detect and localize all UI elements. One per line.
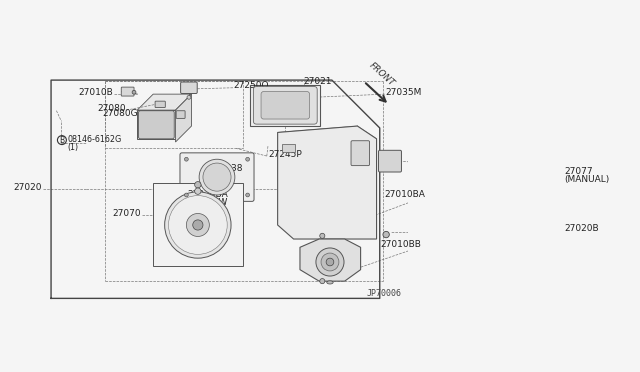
Text: 27020W: 27020W	[191, 198, 228, 207]
Circle shape	[168, 196, 227, 254]
Bar	[250, 84, 321, 126]
Circle shape	[246, 157, 250, 161]
Polygon shape	[300, 239, 360, 281]
Circle shape	[321, 253, 339, 271]
Circle shape	[186, 214, 209, 237]
Text: 27250Q: 27250Q	[234, 81, 269, 90]
FancyBboxPatch shape	[351, 141, 369, 166]
Circle shape	[199, 159, 235, 195]
Circle shape	[132, 90, 136, 94]
FancyBboxPatch shape	[155, 101, 165, 108]
Text: FRONT: FRONT	[367, 61, 396, 88]
Circle shape	[195, 188, 201, 194]
Polygon shape	[137, 110, 175, 139]
Text: 27080G: 27080G	[102, 109, 138, 118]
FancyBboxPatch shape	[121, 87, 134, 96]
Circle shape	[326, 258, 334, 266]
Text: 27070: 27070	[113, 209, 141, 218]
Polygon shape	[137, 94, 191, 110]
Text: 27077: 27077	[564, 167, 593, 176]
Text: 27238: 27238	[214, 164, 243, 173]
Ellipse shape	[327, 281, 333, 284]
Circle shape	[203, 163, 231, 191]
FancyBboxPatch shape	[253, 86, 317, 124]
Bar	[153, 183, 243, 266]
Circle shape	[184, 157, 188, 161]
Polygon shape	[175, 94, 191, 142]
FancyBboxPatch shape	[180, 82, 197, 93]
Circle shape	[187, 95, 191, 99]
Text: (1): (1)	[68, 142, 79, 152]
Text: B: B	[60, 135, 65, 145]
FancyBboxPatch shape	[176, 111, 185, 118]
Circle shape	[383, 231, 389, 238]
Circle shape	[246, 193, 250, 197]
Circle shape	[320, 279, 325, 284]
Text: 27020BA: 27020BA	[187, 190, 228, 199]
Circle shape	[316, 248, 344, 276]
FancyBboxPatch shape	[378, 150, 401, 172]
Text: 27021: 27021	[304, 77, 332, 86]
Text: 27010B: 27010B	[79, 89, 114, 97]
FancyBboxPatch shape	[261, 92, 310, 119]
Circle shape	[195, 182, 201, 188]
FancyBboxPatch shape	[180, 153, 254, 201]
Text: 27245P: 27245P	[268, 150, 302, 159]
Circle shape	[320, 233, 325, 238]
Text: 27020: 27020	[13, 183, 42, 192]
Text: 27035M: 27035M	[385, 89, 422, 97]
FancyBboxPatch shape	[138, 111, 174, 139]
Text: 27010BB: 27010BB	[380, 240, 421, 248]
Circle shape	[193, 220, 203, 230]
Text: 27080: 27080	[97, 104, 125, 113]
Polygon shape	[278, 126, 376, 239]
Text: 27072: 27072	[186, 209, 214, 218]
Circle shape	[184, 193, 188, 197]
Bar	[282, 144, 295, 151]
Text: 08146-6162G: 08146-6162G	[68, 135, 122, 144]
Text: (MANUAL): (MANUAL)	[564, 174, 609, 183]
Text: 2722B: 2722B	[192, 238, 221, 247]
Text: 27020B: 27020B	[564, 224, 599, 233]
Text: JP70006: JP70006	[367, 289, 402, 298]
Circle shape	[164, 192, 231, 258]
Text: 27010BA: 27010BA	[384, 190, 425, 199]
Text: 27226: 27226	[186, 246, 214, 255]
